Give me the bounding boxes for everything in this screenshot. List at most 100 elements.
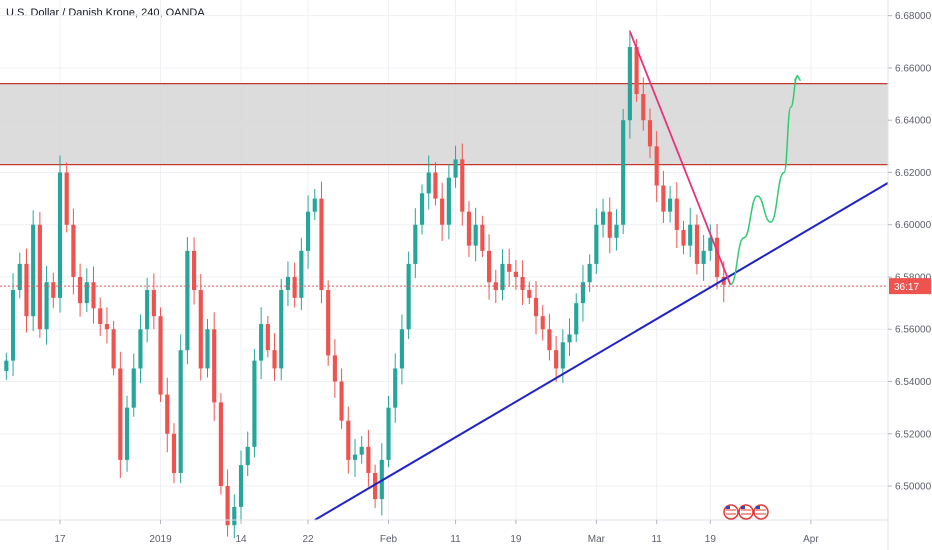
y-tick-label: 6.68000 xyxy=(895,11,932,22)
candle-body xyxy=(654,146,659,186)
candle-body xyxy=(178,350,183,473)
candle-body xyxy=(487,250,492,283)
candle-body xyxy=(366,446,371,473)
candle-body xyxy=(265,324,270,351)
candle-body xyxy=(574,303,579,335)
candle-body xyxy=(346,420,351,460)
y-tick-label: 6.50000 xyxy=(895,482,932,493)
event-flag-canton xyxy=(726,506,730,509)
candle-body xyxy=(4,360,9,372)
candle-body xyxy=(446,177,451,225)
candle-body xyxy=(98,308,103,325)
candle-body xyxy=(299,250,304,298)
price-axis[interactable]: 6.68000 6.66000 6.64000 6.62000 6.60000 6.580… xyxy=(888,11,932,493)
candle-body xyxy=(661,185,666,212)
candle-body xyxy=(279,290,284,369)
candle-body xyxy=(527,290,532,298)
x-tick-label: Apr xyxy=(803,534,819,545)
candle-body xyxy=(24,263,29,317)
y-tick-label: 6.60000 xyxy=(895,220,932,231)
candle-body xyxy=(399,329,404,369)
resistance-trendline[interactable] xyxy=(629,31,732,286)
candle-body xyxy=(44,282,49,330)
candle-body xyxy=(373,472,378,500)
x-tick-label: Feb xyxy=(380,534,398,545)
candle-body xyxy=(614,224,619,238)
candle-body xyxy=(118,368,123,460)
y-tick-label: 6.62000 xyxy=(895,168,932,179)
y-tick-label: 6.64000 xyxy=(895,116,932,127)
candle-body xyxy=(440,198,445,225)
candle-body xyxy=(513,271,518,277)
candle-body xyxy=(560,342,565,369)
candle-body xyxy=(312,198,317,212)
candle-body xyxy=(185,250,190,351)
candle-body xyxy=(520,276,525,291)
x-tick-label: 11 xyxy=(651,534,662,545)
candle-body xyxy=(594,224,599,264)
event-flag-canton xyxy=(756,506,760,509)
candle-body xyxy=(359,446,364,455)
candle-body xyxy=(192,250,197,291)
candle-body xyxy=(393,368,398,408)
candle-body xyxy=(714,237,720,277)
support-trendline[interactable] xyxy=(314,182,889,521)
candle-body xyxy=(694,224,699,264)
candle-body xyxy=(587,263,592,283)
candle-body xyxy=(634,47,639,95)
candle-body xyxy=(547,329,552,351)
candle-body xyxy=(104,324,109,330)
candle-body xyxy=(252,360,257,447)
candle-body xyxy=(406,263,411,330)
candle-body xyxy=(681,229,686,246)
candle-body xyxy=(466,211,472,246)
candle-body xyxy=(453,159,458,178)
x-tick-label: Mar xyxy=(588,534,606,545)
candle-body xyxy=(621,120,626,225)
economic-events-icons[interactable] xyxy=(723,504,769,520)
candle-body xyxy=(111,329,116,369)
resistance-zone[interactable] xyxy=(0,83,888,165)
candle-body xyxy=(84,282,89,304)
x-tick-label: 22 xyxy=(302,534,314,545)
candle-body xyxy=(37,224,42,330)
candle-body xyxy=(627,47,632,121)
candle-body xyxy=(225,486,230,526)
x-tick-label: 17 xyxy=(54,534,66,545)
candle-body xyxy=(339,381,344,421)
candles xyxy=(4,30,726,539)
time-axis[interactable]: 17 2019 14 22 Feb 11 19 Mar 11 19 Apr xyxy=(54,520,819,545)
y-tick-label: 6.66000 xyxy=(895,63,932,74)
candle-body xyxy=(701,250,706,264)
projection-arrowhead xyxy=(793,74,802,82)
candle-body xyxy=(292,276,297,298)
projection-path[interactable] xyxy=(729,75,799,286)
candle-body xyxy=(433,172,438,199)
x-tick-label: 19 xyxy=(705,534,717,545)
candle-body xyxy=(607,211,612,238)
y-tick-label: 6.52000 xyxy=(895,429,932,440)
candle-body xyxy=(641,94,646,121)
candle-body xyxy=(171,433,177,473)
candle-body xyxy=(688,224,693,246)
candle-body xyxy=(131,368,136,408)
candle-body xyxy=(245,446,250,466)
candle-body xyxy=(580,282,586,304)
candle-body xyxy=(17,263,22,291)
candle-body xyxy=(326,290,331,356)
candle-body xyxy=(332,355,337,382)
price-tag-background xyxy=(889,278,931,295)
candle-body xyxy=(460,159,465,212)
candle-body xyxy=(10,290,16,361)
candle-body xyxy=(138,329,143,369)
candle-body xyxy=(198,290,203,369)
x-tick-label: 2019 xyxy=(149,534,172,545)
candle-body xyxy=(426,172,431,194)
candle-body xyxy=(493,282,498,291)
projection-arrowhead-shape xyxy=(793,74,802,82)
y-tick-label: 6.54000 xyxy=(895,377,932,388)
candle-body xyxy=(272,350,277,369)
candle-body xyxy=(319,198,324,291)
candle-body xyxy=(533,297,539,317)
